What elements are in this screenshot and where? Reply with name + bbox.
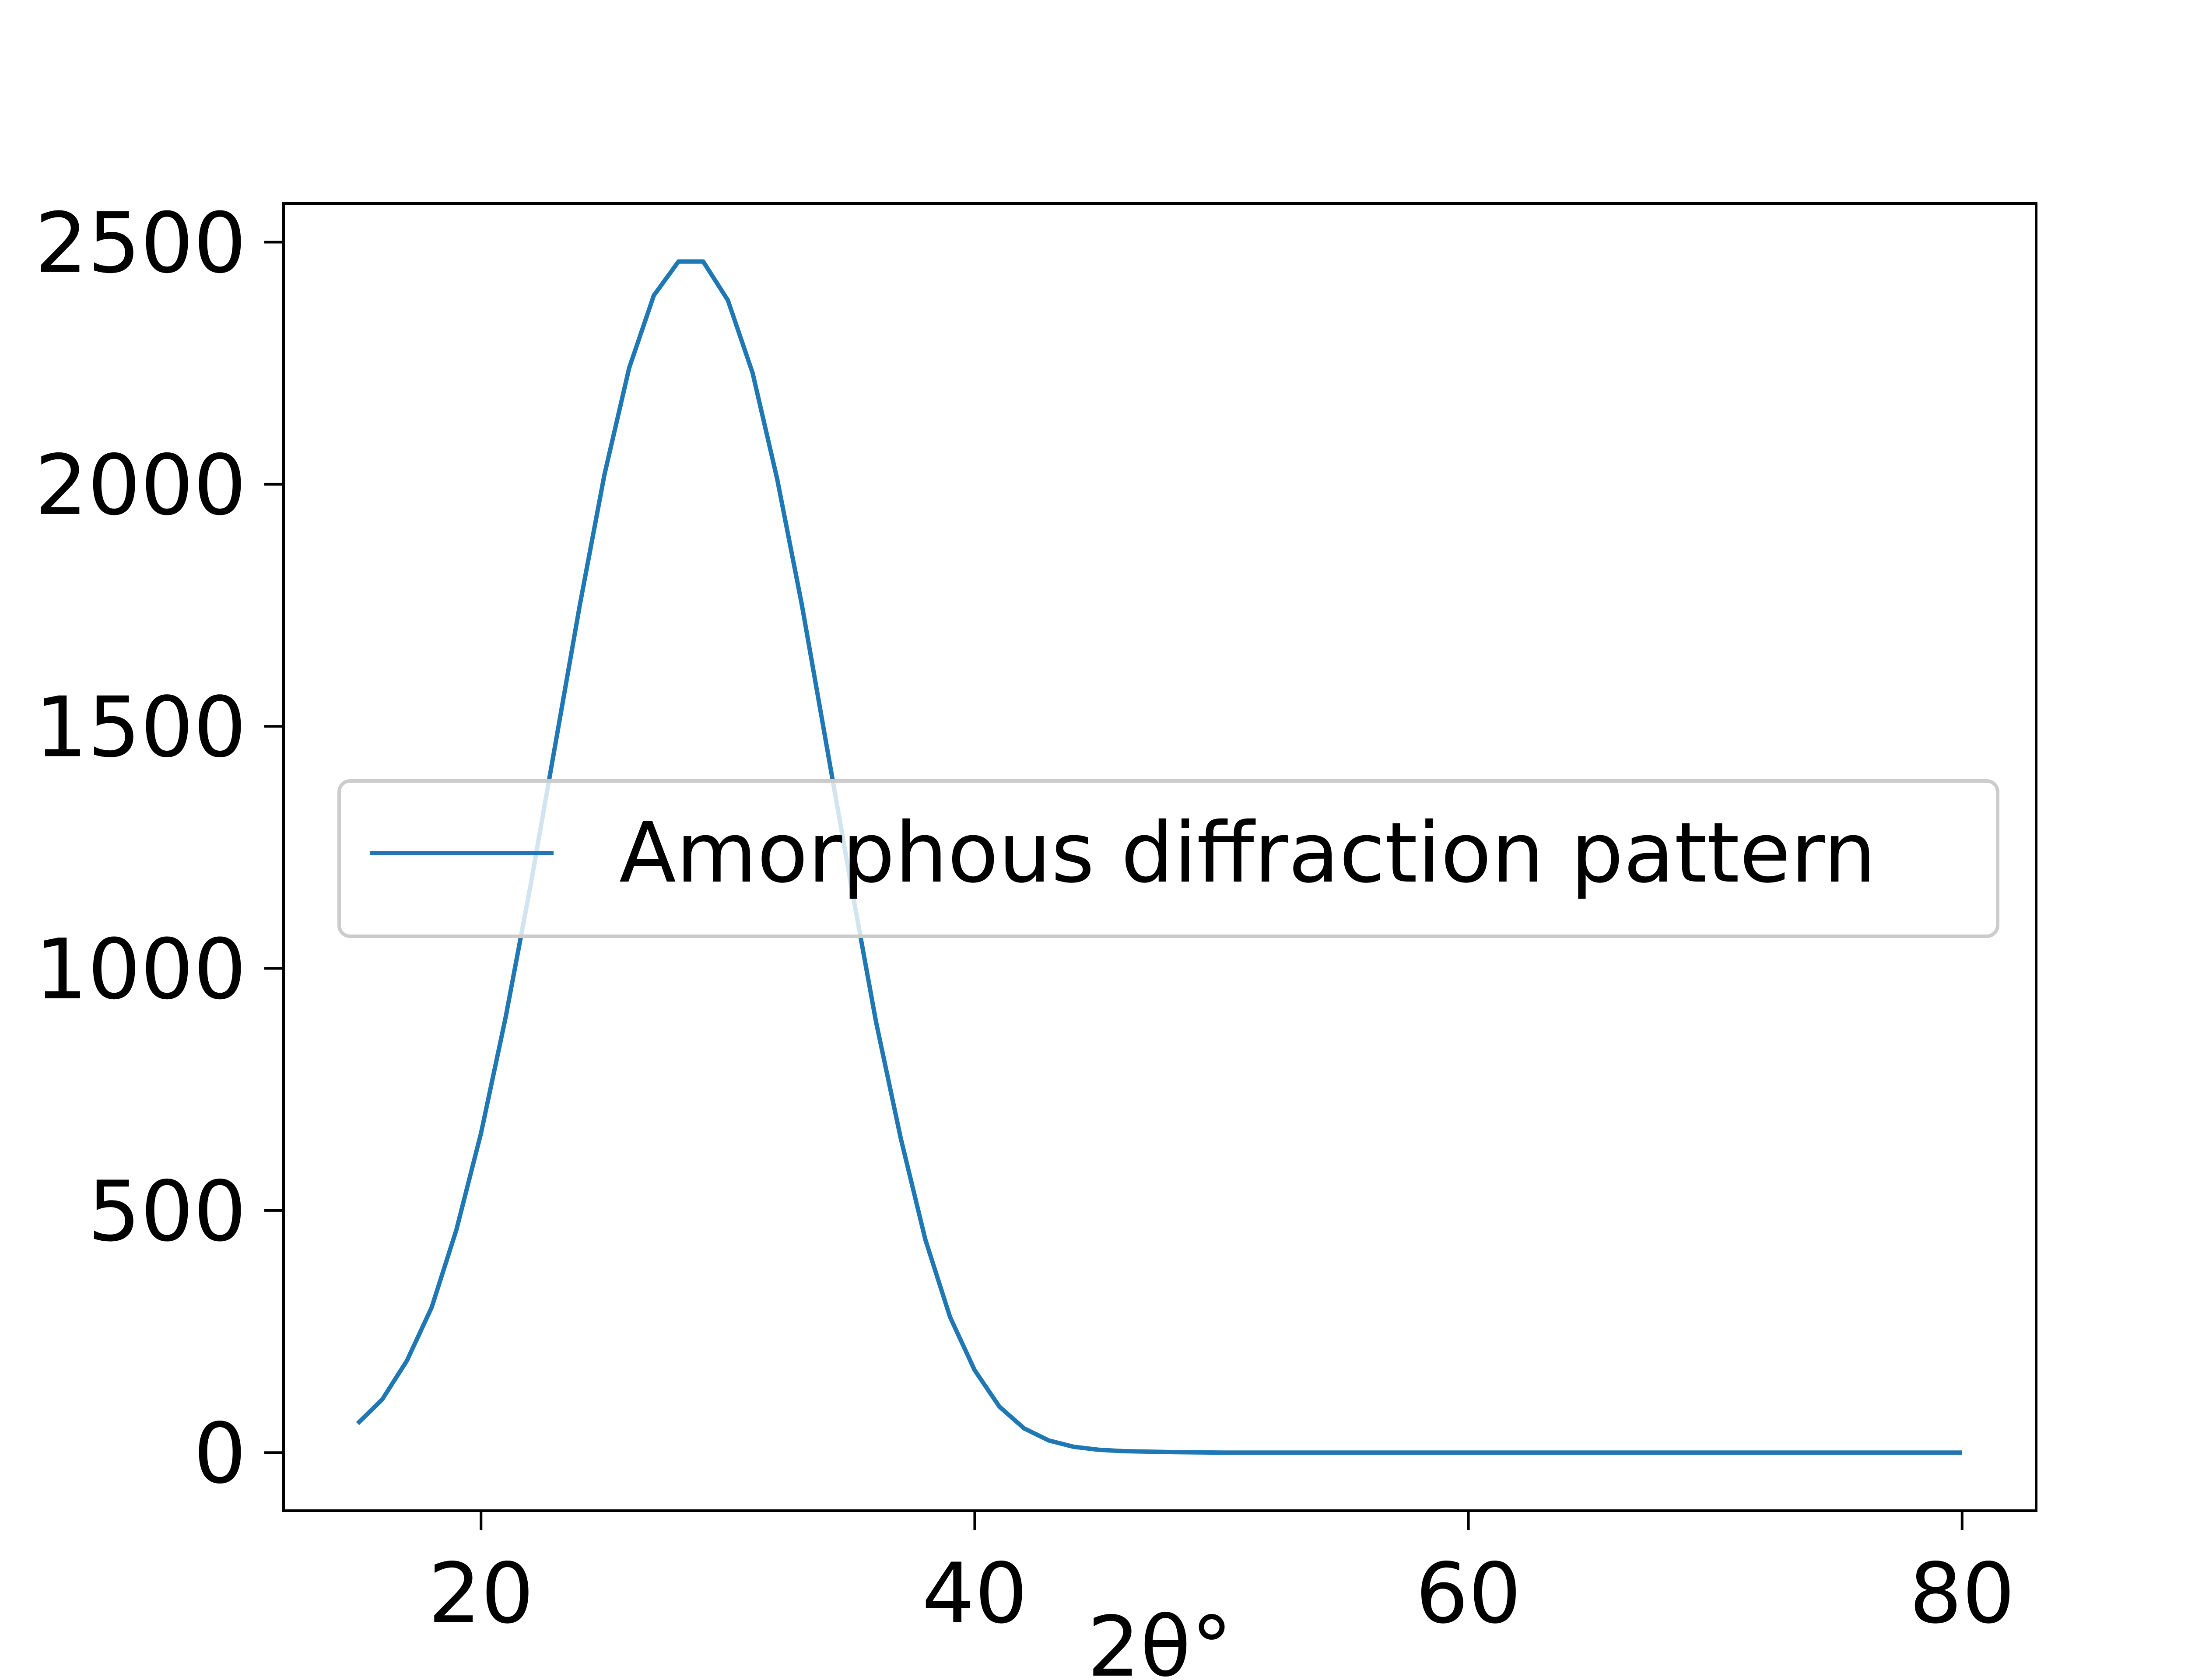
legend: Amorphous diffraction pattern	[337, 779, 1999, 938]
y-tick-label: 1500	[35, 679, 246, 776]
y-tick-label: 2500	[35, 195, 246, 292]
y-tick-label: 0	[193, 1405, 246, 1502]
legend-box	[337, 779, 1999, 938]
x-tick-label: 60	[1416, 1545, 1522, 1642]
legend-label: Amorphous diffraction pattern	[619, 805, 1876, 901]
axes-frame	[282, 202, 2037, 1512]
x-axis: 20 40 60 80	[428, 1511, 2015, 1642]
x-axis-label: 2θ°	[1087, 1599, 1232, 1680]
y-tick-label: 500	[88, 1163, 246, 1260]
x-tick-label: 20	[428, 1545, 534, 1642]
x-tick-label: 80	[1909, 1545, 2015, 1642]
y-tick-label: 2000	[35, 437, 246, 534]
y-tick-label: 1000	[35, 921, 246, 1018]
y-axis: 0 500 1000 1500 2000 2500	[35, 195, 284, 1502]
x-tick-label: 40	[922, 1545, 1028, 1642]
